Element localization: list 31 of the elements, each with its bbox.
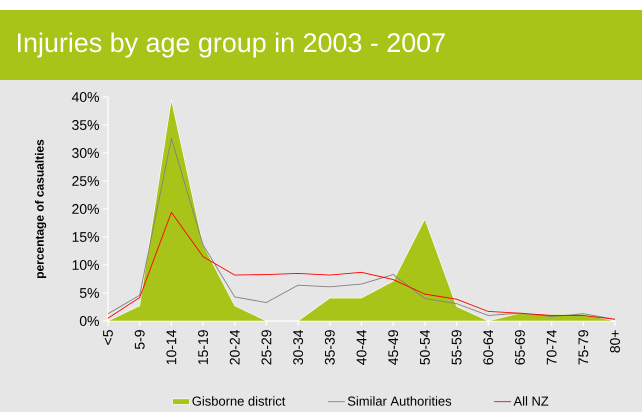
x-tick-label: 60-64 [483,330,494,364]
x-tick-label: 20-24 [230,330,240,364]
legend-label: Similar Authorities [348,396,452,406]
x-tick-label: 45-49 [388,330,398,365]
legend-label: All NZ [514,396,548,406]
y-tick-label: 40% [72,92,99,102]
y-tick-label: 15% [72,232,99,242]
x-tick-label: 70-74 [546,330,557,364]
y-axis-title: percentage of casualties [34,140,46,278]
x-tick-label: 15-19 [198,330,208,364]
x-tick-label: 65-69 [514,330,525,364]
chart-title: Injuries by age group in 2003 - 2007 [18,32,445,58]
x-tick-label: <5 [103,330,113,345]
y-tick-label: 25% [72,176,99,186]
x-tick-label: 35-39 [324,330,335,365]
y-tick-label: 5% [80,288,99,298]
x-tick-label: 55-59 [452,330,462,365]
x-tick-label: 40-44 [356,330,366,365]
y-tick-label: 30% [72,148,99,158]
x-tick-label: 80+ [610,330,620,353]
y-tick-label: 10% [72,260,99,270]
x-tick-label: 5-9 [134,330,145,350]
y-tick-label: 35% [72,120,99,130]
y-tick-label: 0% [80,316,99,326]
x-tick-label: 25-29 [261,330,272,364]
legend-label: Gisborne district [192,396,286,406]
x-tick-label: 10-14 [166,330,176,364]
x-tick-label: 75-79 [578,330,588,364]
x-tick-label: 30-34 [293,330,304,365]
y-tick-label: 20% [72,204,99,214]
x-tick-label: 50-54 [420,330,430,365]
